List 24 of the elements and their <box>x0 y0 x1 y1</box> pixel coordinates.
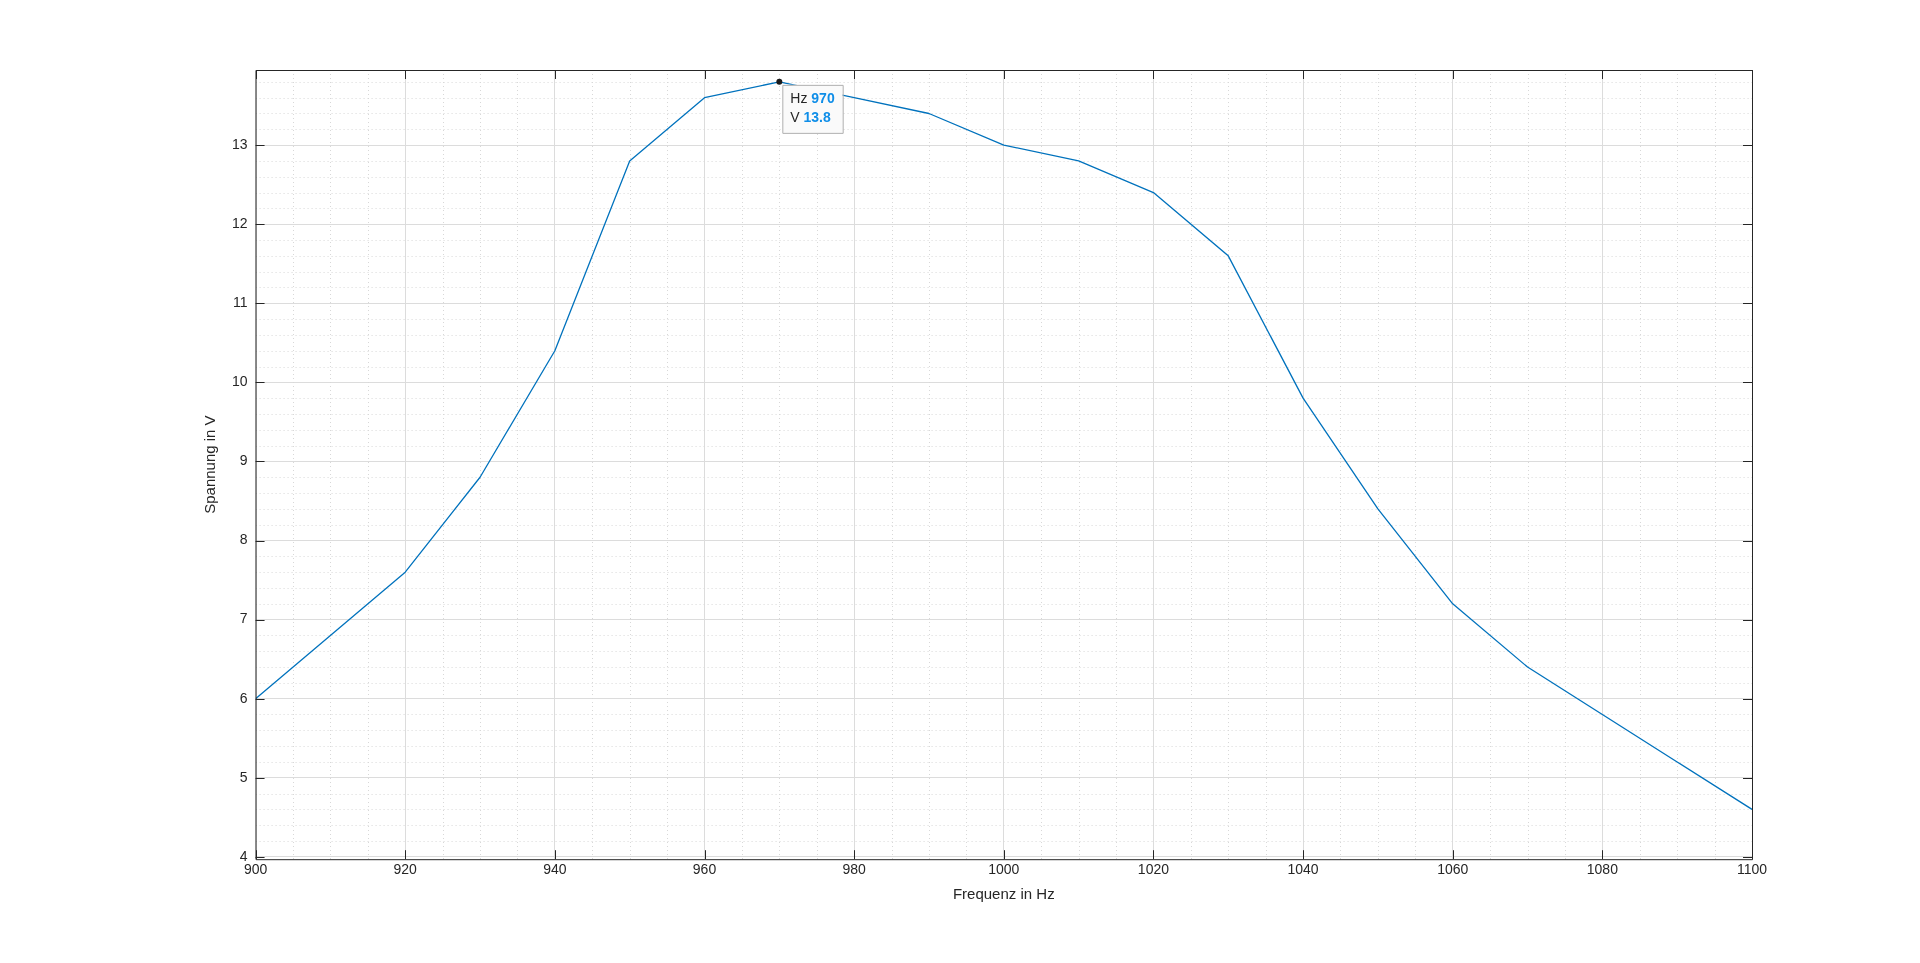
y-tick-label: 8 <box>239 531 248 548</box>
x-tick-label: 1080 <box>1586 861 1619 878</box>
x-tick-label: 920 <box>393 861 418 878</box>
x-tick-label: 1060 <box>1437 861 1469 878</box>
x-axis-title: Frequenz in Hz <box>952 885 1055 903</box>
x-tick-label: 1020 <box>1137 861 1170 878</box>
x-tick-label: 980 <box>842 861 867 878</box>
x-tick-label: 1100 <box>1736 861 1768 878</box>
y-tick-label: 7 <box>239 610 248 627</box>
y-tick-label: 13 <box>231 135 248 152</box>
x-tick-label: 940 <box>543 861 567 878</box>
y-tick-label: 9 <box>239 452 248 469</box>
x-tick-label: 1000 <box>988 861 1020 878</box>
y-tick-label: 6 <box>239 689 248 706</box>
y-axis-title: Spannung in V <box>201 415 219 514</box>
x-tick-label: 1040 <box>1287 861 1319 878</box>
x-tick-label: 900 <box>243 861 268 878</box>
y-tick-label: 11 <box>233 294 248 311</box>
annotation: Hz 970 V 13.8 <box>790 90 835 126</box>
x-tick-label: 960 <box>692 861 717 878</box>
y-tick-label: 12 <box>231 215 248 232</box>
y-tick-label: 10 <box>231 373 248 390</box>
y-tick-label: 5 <box>239 768 248 785</box>
y-tick-label: 4 <box>239 847 248 864</box>
